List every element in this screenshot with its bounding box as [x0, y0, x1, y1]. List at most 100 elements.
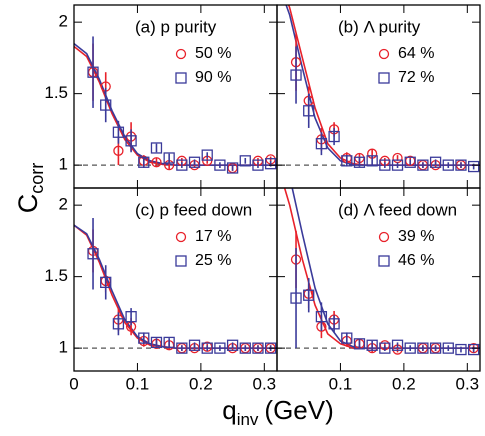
- point: [239, 342, 251, 354]
- point: [176, 342, 188, 354]
- point: [328, 318, 340, 330]
- y-label-main: C: [13, 194, 43, 214]
- point: [113, 145, 124, 156]
- point: [290, 69, 302, 81]
- point: [100, 99, 112, 111]
- legend-label: 25 %: [195, 252, 231, 269]
- y-tick-label: 1: [59, 155, 68, 174]
- fit-curve: [74, 224, 277, 349]
- legend-marker: [378, 72, 390, 84]
- legend-marker: [378, 48, 390, 60]
- point: [328, 130, 340, 143]
- legend-label: 90 %: [195, 69, 231, 86]
- point: [226, 162, 239, 174]
- x-label-main: q: [222, 395, 236, 425]
- point: [353, 156, 366, 168]
- point: [125, 135, 137, 147]
- point: [404, 156, 416, 168]
- y-label-sub: corr: [27, 163, 47, 194]
- point: [468, 343, 480, 356]
- panel-label: (b) Λ purity: [338, 17, 421, 36]
- point: [391, 339, 404, 351]
- point: [379, 342, 391, 354]
- point: [468, 160, 480, 173]
- point: [252, 159, 264, 171]
- fit-curve: [74, 42, 277, 166]
- point: [429, 342, 442, 354]
- legend-marker: [175, 255, 187, 267]
- point: [455, 343, 467, 356]
- point: [214, 342, 226, 354]
- fit-curve: [74, 45, 277, 166]
- panel: [74, 36, 277, 174]
- x-tick-label: 0.1: [126, 374, 150, 393]
- point: [366, 339, 378, 351]
- y-tick-label: 1: [59, 338, 68, 357]
- point: [239, 155, 251, 167]
- panel-label: (d) Λ feed down: [338, 200, 457, 219]
- legend-label: 17 %: [195, 228, 231, 245]
- point: [201, 149, 213, 161]
- point: [341, 332, 353, 344]
- point: [290, 292, 302, 304]
- point: [353, 338, 366, 350]
- y-tick-label: 1.5: [44, 83, 68, 102]
- x-tick-label: 0: [69, 374, 78, 393]
- point: [366, 155, 378, 167]
- point: [201, 342, 213, 354]
- point: [391, 159, 404, 171]
- legend-label: 50 %: [195, 45, 231, 62]
- point: [151, 157, 162, 168]
- y-tick-label: 2: [59, 195, 68, 214]
- point: [188, 156, 201, 168]
- legend-marker: [175, 72, 187, 84]
- point: [442, 159, 454, 171]
- panel-label: (a) p purity: [135, 17, 217, 36]
- legend-marker: [175, 48, 187, 60]
- point: [138, 156, 150, 168]
- point: [404, 342, 416, 354]
- legend-marker: [378, 231, 390, 243]
- point: [226, 339, 239, 351]
- point: [163, 336, 175, 349]
- point: [125, 311, 137, 323]
- point: [112, 126, 125, 138]
- point: [303, 289, 315, 301]
- panel-label: (c) p feed down: [135, 200, 252, 219]
- point: [417, 342, 429, 354]
- point: [163, 152, 175, 164]
- x-label-unit: (GeV): [264, 395, 333, 425]
- legend-label: 46 %: [398, 252, 434, 269]
- point: [252, 342, 264, 354]
- legend-label: 64 %: [398, 45, 434, 62]
- point: [150, 336, 163, 349]
- point: [455, 159, 467, 171]
- point: [379, 159, 391, 171]
- point: [442, 342, 454, 354]
- y-tick-label: 1.5: [44, 266, 68, 285]
- point: [214, 159, 226, 171]
- legend-marker: [378, 255, 390, 267]
- point: [303, 105, 315, 117]
- point: [150, 142, 163, 154]
- point: [87, 66, 99, 78]
- legend-label: 72 %: [398, 69, 434, 86]
- point: [315, 311, 328, 323]
- fit-curve: [291, 188, 480, 349]
- x-tick-label: 0.2: [392, 374, 416, 393]
- x-tick-label: 0.1: [329, 374, 353, 393]
- point: [112, 318, 125, 330]
- panel-frame: [276, 187, 481, 372]
- panel: [277, 188, 480, 356]
- point: [417, 159, 429, 171]
- y-axis-label: Ccorr: [13, 163, 47, 214]
- point: [188, 339, 201, 351]
- legend-label: 39 %: [398, 228, 434, 245]
- legend-marker: [175, 231, 187, 243]
- x-label-sub: inv: [237, 410, 259, 429]
- point: [176, 159, 188, 171]
- point: [429, 156, 442, 168]
- x-tick-label: 0.3: [455, 374, 479, 393]
- point: [87, 248, 99, 260]
